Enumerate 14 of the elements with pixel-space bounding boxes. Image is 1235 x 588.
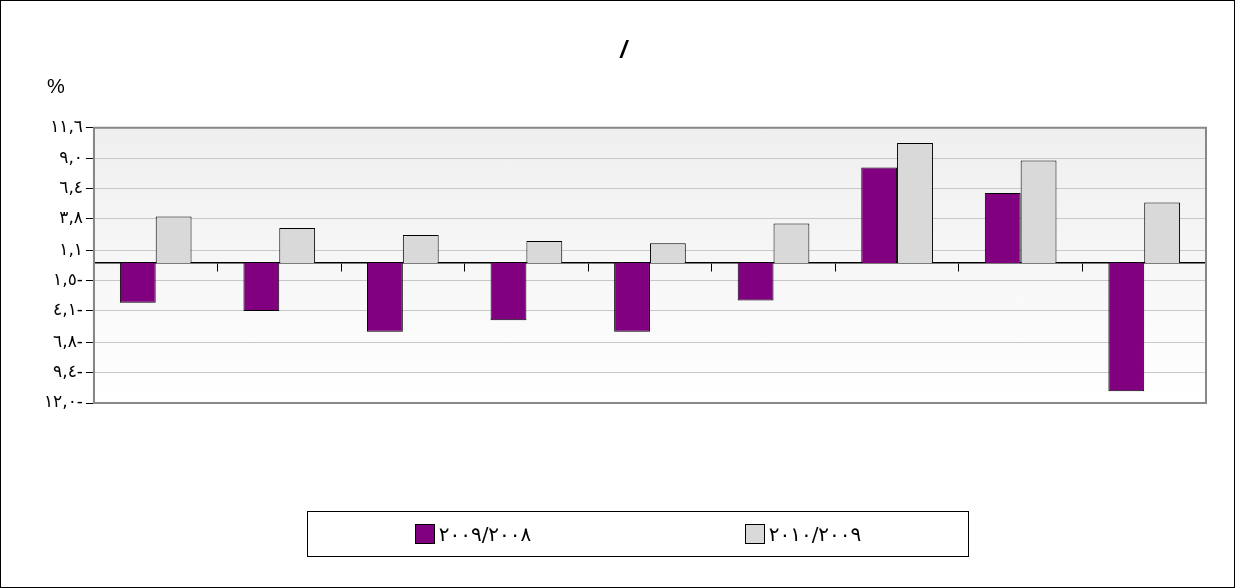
legend-label: ٢٠١٠/٢٠٠٩ (768, 522, 862, 546)
y-tick-label: ١١,٦ (50, 116, 83, 137)
y-axis-title: % (47, 75, 66, 98)
y-tick-label: ٦,٨- (53, 330, 83, 351)
y-tick-label: ٦,٤ (59, 176, 83, 197)
chart-title: / (619, 36, 630, 64)
y-tick-label: ١٢,٠- (43, 391, 83, 412)
y-tick-label: ٩,٠ (59, 146, 83, 167)
y-tick-label: ٩,٤- (53, 361, 83, 382)
legend-label: ٢٠٠٩/٢٠٠٨ (438, 522, 532, 546)
y-tick-label: ١,٥- (53, 268, 83, 289)
y-tick-label: ١,١ (59, 238, 83, 259)
y-tick-label: ٣,٨ (59, 207, 83, 228)
y-tick-label: ٤,١- (53, 299, 83, 320)
